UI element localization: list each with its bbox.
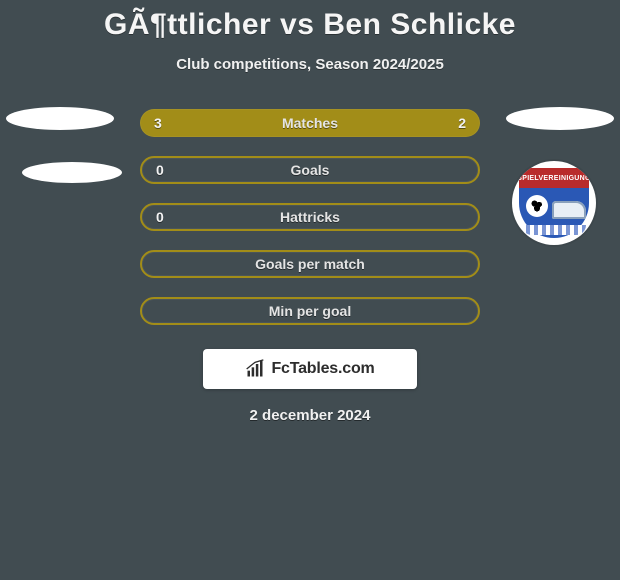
- stat-row: Hattricks0: [140, 203, 480, 231]
- page-subtitle: Club competitions, Season 2024/2025: [0, 56, 620, 73]
- stat-row: Min per goal: [140, 297, 480, 325]
- club-logo-ball-icon: [526, 195, 548, 217]
- stat-row: Goals per match: [140, 250, 480, 278]
- source-badge-text: FcTables.com: [271, 360, 374, 378]
- stat-label: Goals per match: [142, 256, 478, 272]
- page-title: GÃ¶ttlicher vs Ben Schlicke: [0, 0, 620, 42]
- stat-value-left: 0: [156, 162, 164, 178]
- stat-value-left: 3: [154, 115, 162, 131]
- stat-label: Hattricks: [142, 209, 478, 225]
- stat-row: Matches3 2: [140, 109, 480, 137]
- left-player-slot-1: [6, 107, 114, 130]
- stat-label: Min per goal: [142, 303, 478, 319]
- right-player-slot-1: [506, 107, 614, 130]
- club-logo: SPIELVEREINIGUNG: [512, 161, 596, 245]
- stat-label: Goals: [142, 162, 478, 178]
- stat-row: Goals0: [140, 156, 480, 184]
- snapshot-date: 2 december 2024: [0, 407, 620, 424]
- source-badge: FcTables.com: [203, 349, 417, 389]
- comparison-content: SPIELVEREINIGUNG Matches32Goals0Hattrick…: [0, 109, 620, 424]
- club-logo-stripes: [522, 225, 586, 235]
- left-player-slot-2: [22, 162, 122, 183]
- club-logo-train-icon: [552, 201, 586, 219]
- stat-value-left: 0: [156, 209, 164, 225]
- stat-rows: Matches32Goals0Hattricks0Goals per match…: [140, 109, 480, 325]
- chart-icon: [245, 359, 265, 379]
- stat-value-right: 2: [458, 115, 466, 131]
- stat-label: Matches: [140, 115, 480, 131]
- club-logo-banner: SPIELVEREINIGUNG: [519, 168, 589, 188]
